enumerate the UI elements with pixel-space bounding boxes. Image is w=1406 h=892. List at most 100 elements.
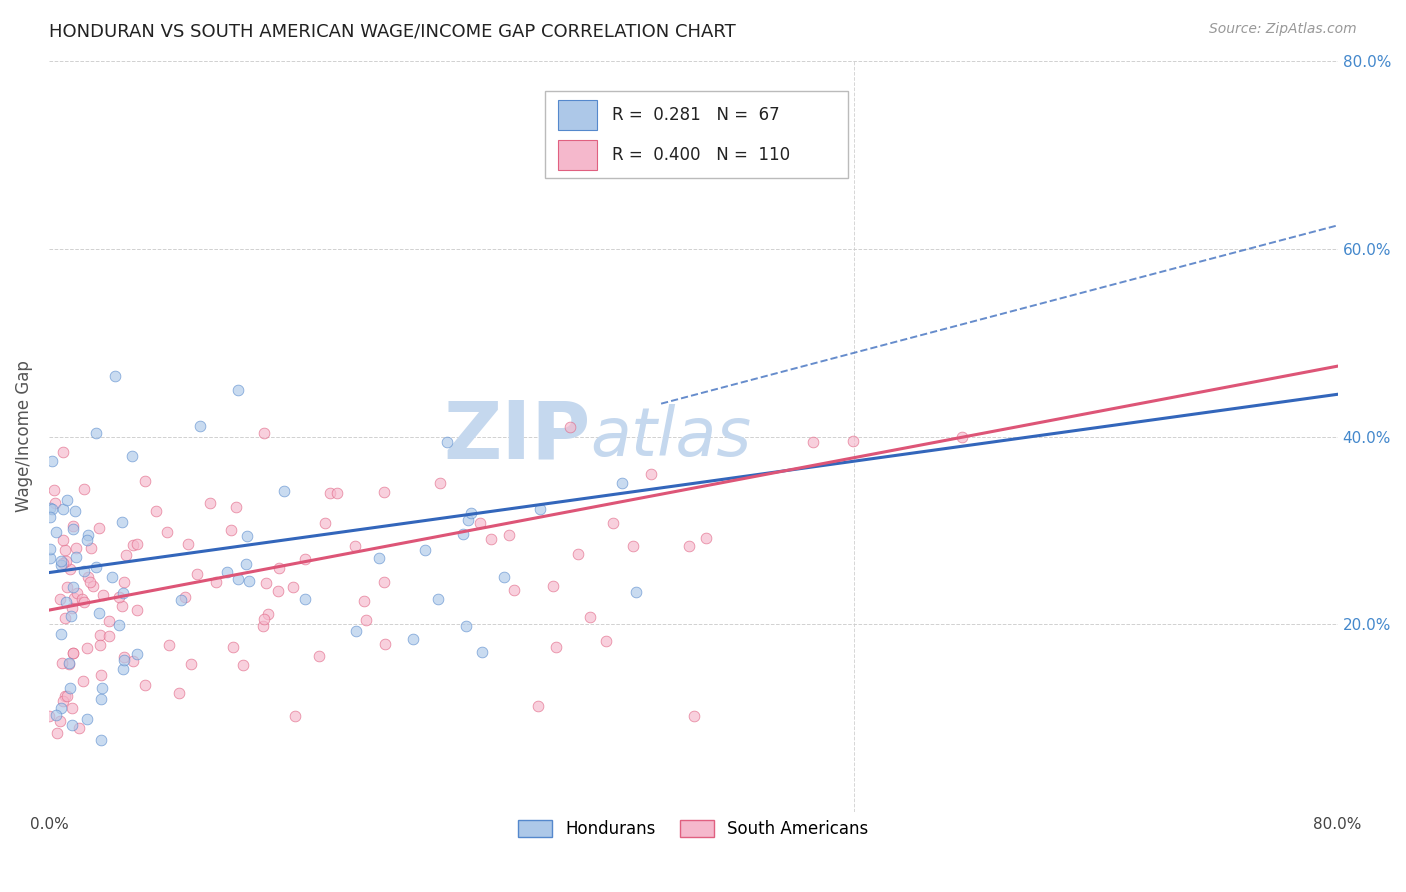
Point: [73, 482, 96, 496]
Point: [188, 419, 211, 434]
Point: [67, 721, 90, 735]
Point: [51, 701, 73, 715]
Point: [471, 644, 494, 658]
Point: [252, 619, 274, 633]
Point: [76, 641, 98, 656]
Point: [108, 590, 131, 604]
Point: [127, 537, 149, 551]
Point: [38, 709, 60, 723]
Point: [217, 566, 239, 580]
Point: [49, 591, 72, 606]
Point: [134, 475, 156, 489]
Point: [219, 523, 242, 537]
Point: [503, 582, 526, 597]
Point: [70, 592, 93, 607]
Point: [579, 609, 602, 624]
FancyBboxPatch shape: [558, 140, 596, 170]
Point: [308, 648, 330, 663]
Point: [254, 575, 277, 590]
Point: [59, 681, 82, 695]
Point: [950, 430, 973, 444]
Point: [368, 551, 391, 566]
Point: [127, 647, 149, 661]
Point: [374, 637, 396, 651]
Point: [427, 592, 450, 607]
Point: [97, 614, 120, 628]
Point: [101, 570, 124, 584]
Point: [73, 594, 96, 608]
Point: [842, 434, 865, 448]
Point: [494, 570, 516, 584]
Point: [84, 559, 107, 574]
Point: [63, 591, 86, 606]
Point: [65, 541, 87, 555]
Point: [97, 629, 120, 643]
Point: [498, 527, 520, 541]
Point: [39, 510, 62, 524]
Point: [60, 701, 83, 715]
Point: [529, 502, 551, 516]
Point: [167, 686, 190, 700]
Point: [174, 590, 197, 604]
Point: [225, 500, 247, 515]
Point: [801, 434, 824, 449]
Point: [89, 638, 111, 652]
Point: [602, 516, 624, 530]
Point: [76, 528, 98, 542]
Point: [51, 627, 73, 641]
Point: [112, 663, 135, 677]
Point: [55, 542, 77, 557]
Point: [373, 575, 395, 590]
Point: [253, 612, 276, 626]
Point: [89, 521, 111, 535]
Point: [65, 549, 87, 564]
Point: [53, 689, 76, 703]
Point: [63, 504, 86, 518]
Point: [284, 708, 307, 723]
Point: [436, 434, 458, 449]
Text: ZIP: ZIP: [443, 398, 591, 475]
Point: [353, 593, 375, 607]
Point: [72, 673, 94, 688]
Point: [145, 503, 167, 517]
Point: [157, 639, 180, 653]
Point: [204, 574, 226, 589]
Point: [170, 592, 193, 607]
Point: [39, 550, 62, 565]
Point: [319, 486, 342, 500]
Point: [55, 689, 77, 703]
Point: [451, 527, 474, 541]
Point: [84, 425, 107, 440]
Legend: Hondurans, South Americans: Hondurans, South Americans: [512, 814, 875, 845]
Point: [51, 656, 73, 670]
Point: [59, 562, 82, 576]
Point: [457, 512, 479, 526]
Point: [44, 483, 66, 497]
Point: [90, 681, 112, 696]
Point: [343, 539, 366, 553]
Point: [58, 657, 80, 672]
Point: [76, 533, 98, 548]
Point: [79, 574, 101, 589]
Point: [235, 557, 257, 571]
Point: [134, 678, 156, 692]
Point: [267, 583, 290, 598]
Point: [273, 484, 295, 499]
Point: [678, 539, 700, 553]
Point: [344, 624, 367, 638]
Point: [39, 541, 62, 556]
Point: [238, 574, 260, 588]
Point: [55, 595, 77, 609]
Point: [62, 519, 84, 533]
Point: [415, 543, 437, 558]
Point: [111, 599, 134, 614]
FancyBboxPatch shape: [546, 91, 848, 178]
Text: Source: ZipAtlas.com: Source: ZipAtlas.com: [1209, 22, 1357, 37]
Point: [621, 539, 644, 553]
Point: [527, 699, 550, 714]
Point: [180, 657, 202, 671]
Point: [45, 707, 67, 722]
Point: [640, 467, 662, 482]
Point: [177, 537, 200, 551]
Point: [111, 515, 134, 529]
